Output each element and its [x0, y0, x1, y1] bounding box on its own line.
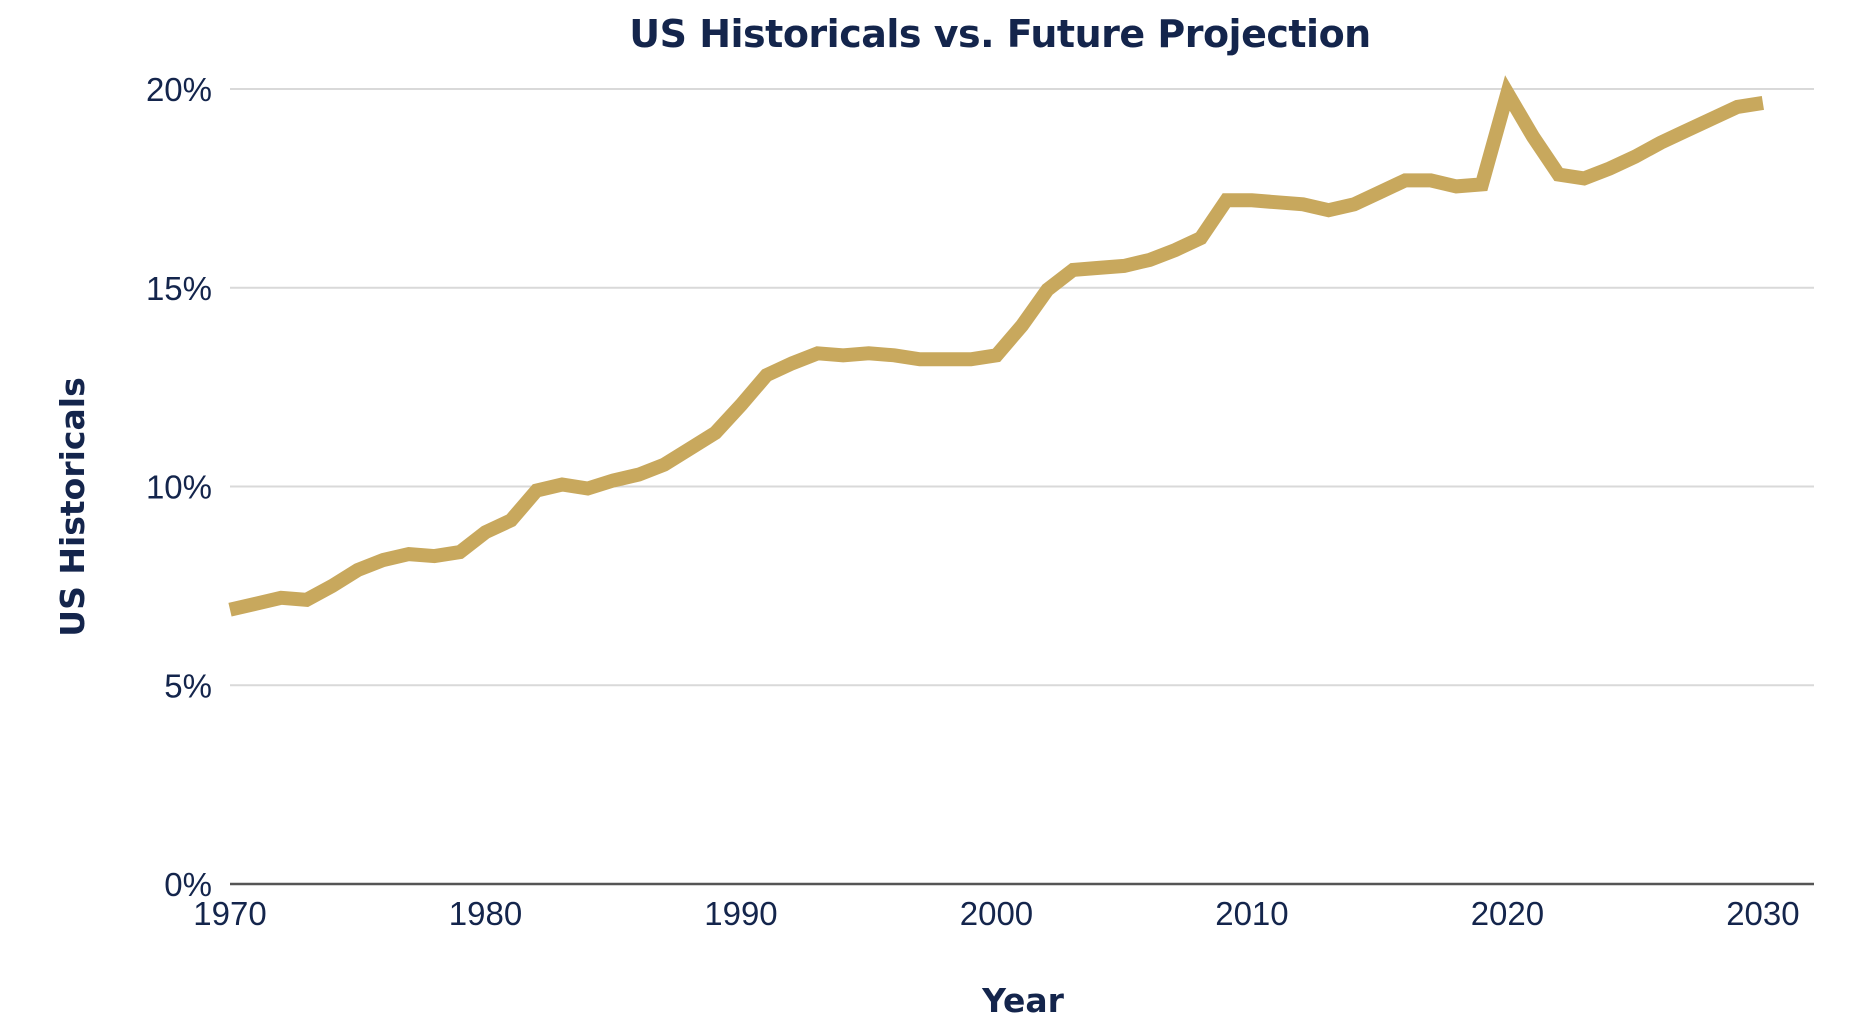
y-tick-label: 10%: [146, 469, 212, 506]
x-tick-label: 1990: [704, 895, 777, 932]
series-layer: [228, 75, 1764, 617]
chart-title: US Historicals vs. Future Projection: [629, 12, 1370, 56]
x-tick-label: 1970: [193, 895, 266, 932]
x-tick-label: 1980: [449, 895, 522, 932]
x-tick-label: 2000: [960, 895, 1033, 932]
x-tick-label: 2030: [1726, 895, 1799, 932]
y-tick-label: 20%: [146, 71, 212, 108]
x-tick-label: 2020: [1471, 895, 1544, 932]
x-axis-title: Year: [981, 981, 1065, 1020]
tick-labels: 0% 5% 10% 15% 20% 1970 1980 1990 2000 2010 2020 203…: [146, 71, 1800, 932]
series-line: [228, 75, 1764, 617]
y-tick-label: 15%: [146, 270, 212, 307]
x-tick-label: 2010: [1215, 895, 1288, 932]
gridlines: [230, 88, 1814, 687]
y-tick-label: 0%: [164, 866, 212, 903]
y-axis-title: US Historicals: [53, 377, 92, 636]
y-tick-label: 5%: [164, 667, 212, 704]
